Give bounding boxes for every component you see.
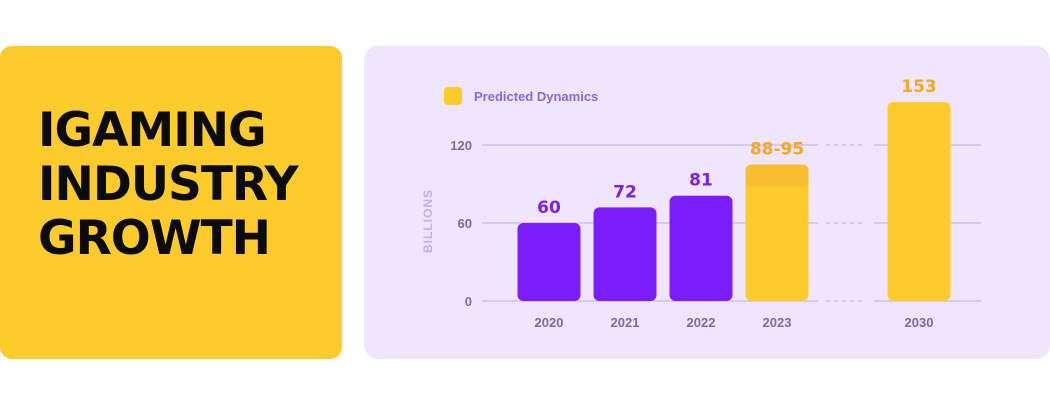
bar-2020 [517, 223, 581, 301]
data-label-2022: 81 [689, 171, 713, 191]
bar-2030 [887, 102, 951, 301]
y-tick-label: 60 [458, 216, 472, 231]
y-axis-label: BILLIONS [421, 189, 435, 253]
bar-2021 [593, 207, 657, 301]
legend-label: Predicted Dynamics [474, 89, 598, 104]
page-title: IGAMING INDUSTRY GROWTH [38, 103, 299, 266]
title-line-1: IGAMING [38, 103, 267, 158]
data-label-2021: 72 [613, 182, 637, 202]
bars [517, 102, 951, 301]
title-card: IGAMING INDUSTRY GROWTH [0, 46, 342, 359]
x-axis-ticks: 2020 2021 2022 2023 2030 [535, 315, 934, 330]
data-labels: 60 72 81 88-95 153 [537, 77, 937, 218]
y-axis-ticks: 0 60 120 [450, 138, 472, 309]
bar-2023-range-band [745, 164, 809, 187]
chart-card: 60 72 81 88-95 153 0 60 120 2020 2021 2022 2023 20… [364, 46, 1050, 359]
y-tick-label: 0 [465, 294, 472, 309]
bar-2022 [669, 195, 733, 301]
data-label-2023: 88-95 [750, 140, 804, 160]
bar-2023 [745, 164, 809, 301]
x-tick-label-2023: 2023 [763, 315, 792, 330]
legend-swatch [444, 87, 462, 105]
title-line-3: GROWTH [38, 211, 271, 266]
x-tick-label-2030: 2030 [905, 315, 934, 330]
x-tick-label-2021: 2021 [611, 315, 640, 330]
legend: Predicted Dynamics [444, 87, 598, 105]
data-label-2020: 60 [537, 198, 561, 218]
data-label-2030: 153 [901, 77, 937, 97]
x-tick-label-2020: 2020 [535, 315, 564, 330]
y-tick-label: 120 [450, 138, 472, 153]
x-tick-label-2022: 2022 [687, 315, 716, 330]
title-line-2: INDUSTRY [38, 157, 299, 212]
